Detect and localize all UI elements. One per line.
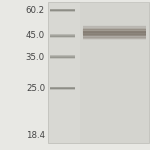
Bar [50,10,75,11]
Text: 25.0: 25.0 [26,84,45,93]
Bar [82,37,146,38]
Bar [82,31,146,32]
Bar [82,30,146,31]
Bar [82,27,146,28]
Bar [82,35,146,36]
Bar [82,31,146,35]
Text: 18.4: 18.4 [26,130,45,140]
Bar [50,10,75,11]
Bar [82,34,146,35]
Bar [50,37,75,38]
Bar [50,55,75,56]
Bar [50,87,75,88]
Bar [50,9,75,10]
Bar [82,40,146,41]
Bar [82,36,146,37]
Bar [82,25,146,26]
Bar [50,57,75,58]
Bar [50,34,75,35]
Text: 45.0: 45.0 [26,32,45,40]
Bar [82,39,146,40]
Bar [82,33,146,34]
Bar [50,36,75,37]
Bar [50,35,75,36]
Text: 35.0: 35.0 [26,52,45,62]
Bar [50,58,75,59]
Bar [50,57,75,58]
Bar [50,11,75,12]
Bar [50,88,75,89]
Bar [82,32,146,33]
Bar [50,9,75,10]
Bar [82,28,146,29]
Bar [50,89,75,90]
Bar [82,29,146,30]
Bar [50,56,75,57]
Text: 60.2: 60.2 [26,6,45,15]
Bar [80,2,148,142]
Bar [82,31,146,32]
Bar [82,37,146,38]
Bar [50,37,75,38]
Bar [82,38,146,39]
Bar [82,26,146,27]
Bar [82,32,146,33]
Bar [50,87,75,88]
Bar [48,2,148,142]
Bar [82,29,146,30]
Bar [82,38,146,39]
FancyBboxPatch shape [82,28,146,35]
Bar [82,26,146,27]
Bar [82,35,146,36]
Bar [50,36,75,37]
